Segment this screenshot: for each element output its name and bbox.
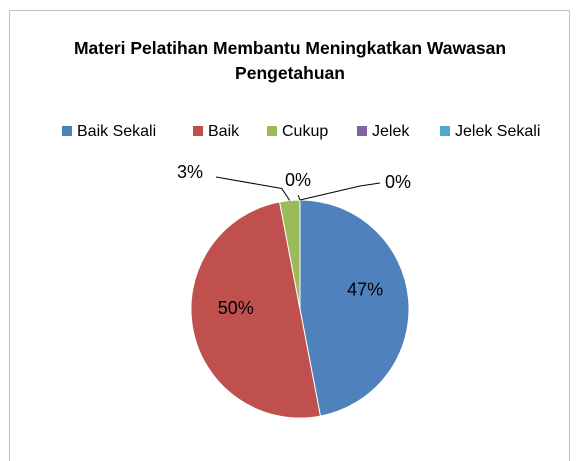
- pie-slice: [190, 201, 322, 419]
- leader-line: [297, 194, 301, 201]
- data-label: 0%: [385, 172, 411, 192]
- data-label: 50%: [218, 298, 254, 318]
- leader-line: [299, 182, 381, 201]
- legend-label: Jelek: [372, 123, 410, 140]
- pie-slice: [299, 199, 410, 417]
- data-label: 0%: [285, 170, 311, 190]
- chart-title: Materi Pelatihan Membantu Meningkatkan W…: [73, 38, 507, 83]
- data-label: 3%: [177, 162, 203, 182]
- legend-label: Baik: [208, 123, 240, 140]
- legend-swatch: [440, 126, 450, 136]
- leader-line: [215, 176, 291, 201]
- legend-label: Cukup: [282, 123, 328, 140]
- legend-swatch: [193, 126, 203, 136]
- data-label: 47%: [347, 280, 383, 300]
- legend-label: Jelek Sekali: [455, 123, 540, 140]
- legend-label: Baik Sekali: [77, 123, 156, 140]
- legend-swatch: [267, 126, 277, 136]
- legend-swatch: [62, 126, 72, 136]
- legend-swatch: [357, 126, 367, 136]
